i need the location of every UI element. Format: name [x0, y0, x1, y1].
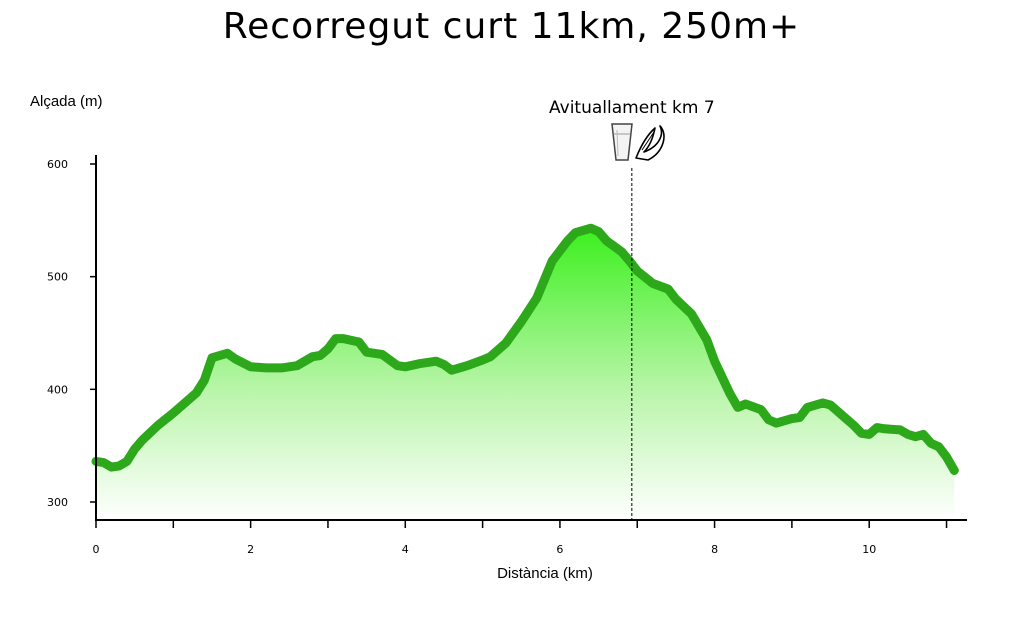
y-tick-label: 300 [47, 496, 68, 509]
y-axis-label: Alçada (m) [30, 93, 103, 110]
aid-station-label: Avituallament km 7 [549, 98, 715, 118]
x-tick-label: 0 [93, 543, 100, 556]
elevation-area [96, 228, 955, 520]
banana-icon [635, 125, 665, 161]
y-tick-label: 600 [47, 158, 68, 171]
y-tick-label: 400 [47, 383, 68, 396]
x-tick-label: 4 [402, 543, 409, 556]
x-axis-label: Distància (km) [497, 565, 593, 582]
elevation-line [91, 223, 959, 475]
axes [95, 155, 967, 521]
chart-title: Recorregut curt 11km, 250m+ [222, 6, 801, 47]
y-tick-label: 500 [47, 271, 68, 284]
x-tick-label: 2 [247, 543, 254, 556]
x-tick-label: 8 [711, 543, 718, 556]
ticks: 300 400 500 600 0 2 4 6 8 10 [47, 158, 948, 556]
x-tick-label: 6 [556, 543, 563, 556]
glass-of-water-icon [611, 123, 633, 161]
x-tick-label: 10 [862, 543, 876, 556]
